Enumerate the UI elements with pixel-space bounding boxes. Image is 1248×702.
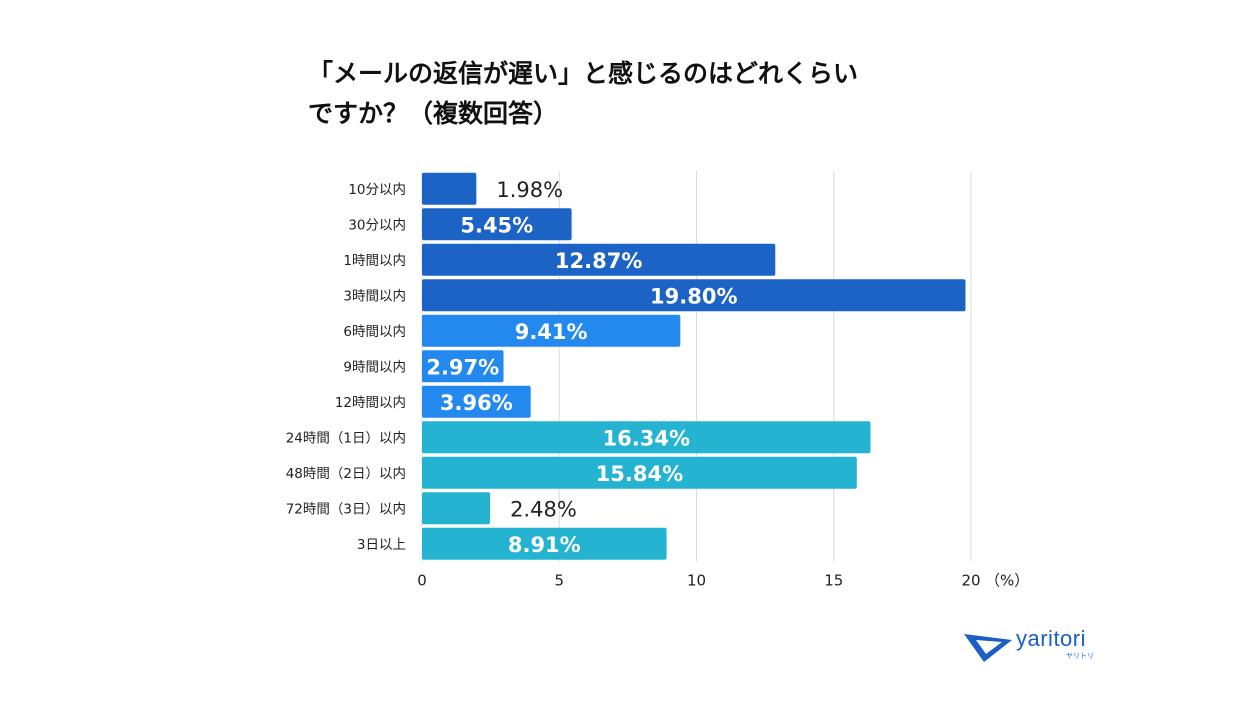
x-tick-label: 5: [554, 572, 564, 590]
data-label: 2.97%: [426, 355, 499, 379]
bar: [422, 492, 491, 525]
x-tick-label: 20: [961, 572, 980, 590]
bar: [422, 243, 776, 276]
category-label: 72時間（3日）以内: [286, 501, 406, 517]
bar: [422, 279, 966, 312]
bar: [422, 172, 477, 205]
logo-text: yaritori: [1016, 626, 1087, 651]
bar: [422, 314, 681, 347]
data-label: 19.80%: [650, 284, 737, 308]
bar: [422, 527, 667, 560]
data-label: 12.87%: [555, 249, 642, 273]
bar: [422, 421, 871, 454]
category-label: 30分以内: [348, 217, 406, 233]
data-label: 1.98%: [496, 178, 563, 202]
data-label: 2.48%: [510, 497, 577, 521]
data-label: 8.91%: [508, 533, 581, 557]
data-label: 3.96%: [440, 391, 513, 415]
category-label: 10分以内: [348, 182, 406, 198]
logo-subtext: ヤリトリ: [1066, 652, 1094, 660]
category-label: 1時間以内: [343, 253, 406, 269]
bar: [422, 208, 572, 241]
category-label: 3時間以内: [343, 288, 406, 304]
x-tick-label: 10: [687, 572, 706, 590]
bar: [422, 456, 857, 489]
category-label: 6時間以内: [343, 324, 406, 340]
data-label: 16.34%: [603, 426, 690, 450]
data-label: 15.84%: [596, 462, 683, 486]
yaritori-logo-icon: [964, 634, 1012, 662]
x-unit-label: （%）: [985, 572, 1029, 590]
chart-title-line-1: 「メールの返信が遅い」と感じるのはどれくらい: [308, 59, 859, 88]
x-tick-label: 15: [824, 572, 843, 590]
bar: [422, 385, 531, 418]
data-label: 9.41%: [515, 320, 588, 344]
bar: [422, 350, 504, 383]
chart-title-line-2: ですか？（複数回答）: [308, 99, 559, 128]
category-label: 24時間（1日）以内: [286, 430, 406, 446]
x-tick-label: 0: [417, 572, 427, 590]
category-label: 3日以上: [357, 537, 406, 553]
category-label: 48時間（2日）以内: [286, 466, 406, 482]
chart-title: 「メールの返信が遅い」と感じるのはどれくらい ですか？（複数回答）: [308, 54, 1008, 134]
data-label: 5.45%: [460, 213, 533, 237]
category-label: 9時間以内: [343, 359, 406, 375]
category-label: 12時間以内: [335, 395, 406, 411]
